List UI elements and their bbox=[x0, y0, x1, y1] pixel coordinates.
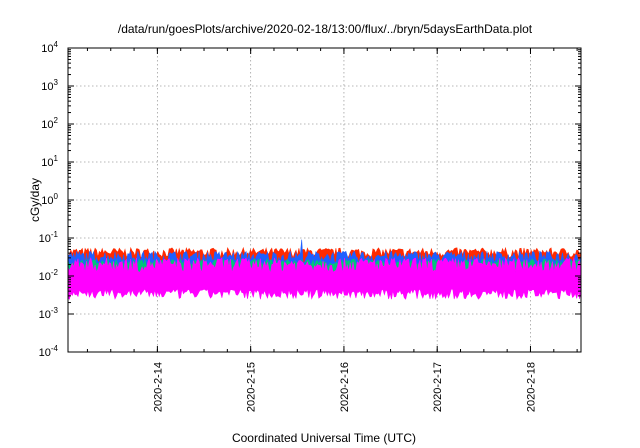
y-tick-label: 100 bbox=[41, 192, 58, 207]
y-tick-label: 10-4 bbox=[39, 344, 59, 359]
y-tick-label: 10-2 bbox=[39, 268, 59, 283]
x-tick-label: 2020-2-18 bbox=[525, 362, 537, 412]
x-tick-label: 2020-2-16 bbox=[339, 362, 351, 412]
y-tick-label: 104 bbox=[41, 40, 58, 55]
y-axis-label: cGy/day bbox=[28, 178, 42, 222]
series-group bbox=[67, 239, 582, 300]
y-tick-label: 101 bbox=[41, 154, 58, 169]
y-tick-label: 103 bbox=[41, 78, 58, 93]
y-tick-label: 10-1 bbox=[39, 230, 59, 245]
y-tick-label: 102 bbox=[41, 116, 58, 131]
x-tick-label: 2020-2-15 bbox=[246, 362, 258, 412]
grid bbox=[68, 47, 581, 353]
ticks: 10-4 10-3 10-2 10-1 100 101 102 103 104 2020-2-14… bbox=[39, 40, 581, 412]
x-tick-label: 2020-2-14 bbox=[152, 362, 164, 412]
x-tick-label: 2020-2-17 bbox=[432, 362, 444, 412]
x-axis-label: Coordinated Universal Time (UTC) bbox=[232, 431, 416, 445]
chart-title: /data/run/goesPlots/archive/2020-02-18/1… bbox=[118, 22, 533, 36]
y-tick-label: 10-3 bbox=[39, 306, 59, 321]
